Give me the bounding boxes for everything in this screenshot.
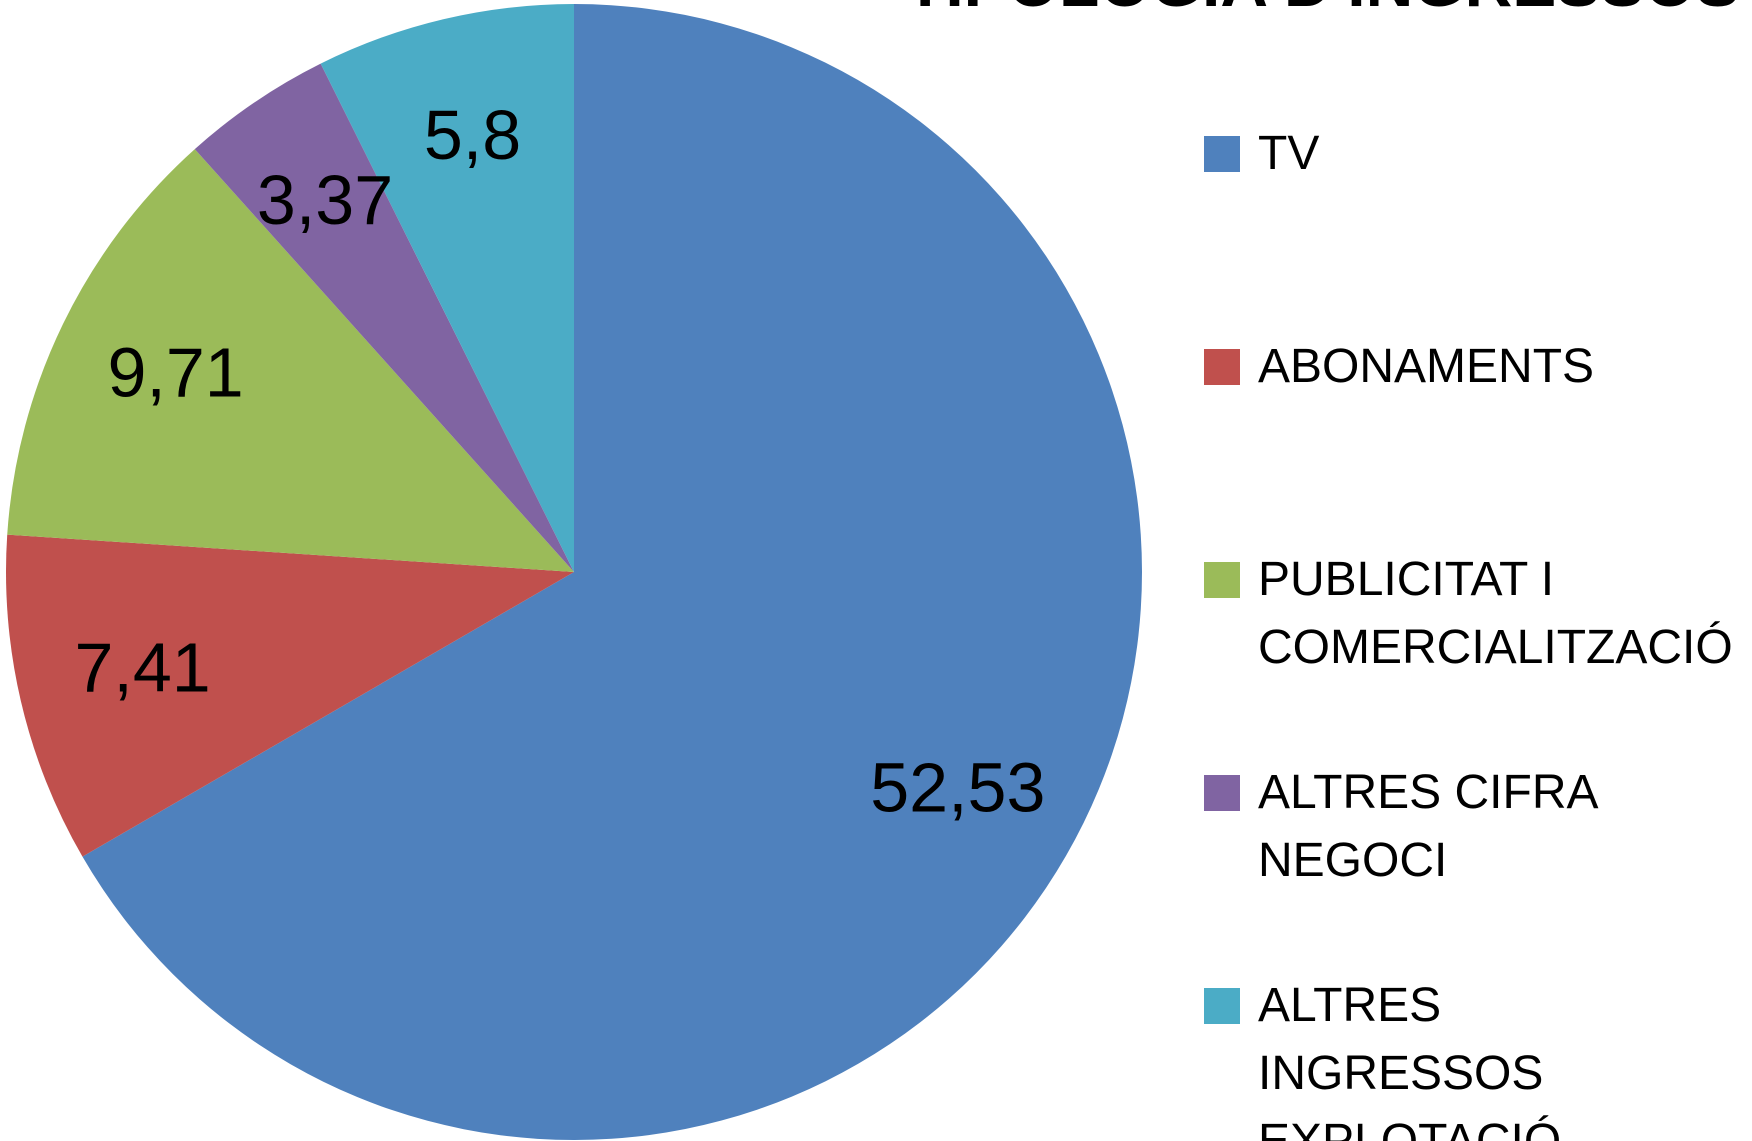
data-label: 9,71 bbox=[107, 334, 243, 412]
legend-swatch bbox=[1204, 562, 1240, 598]
data-label: 5,8 bbox=[424, 96, 521, 174]
legend-swatch bbox=[1204, 775, 1240, 811]
pie-slice bbox=[7, 149, 574, 572]
legend-label: PUBLICITAT I COMERCIALITZACIÓ bbox=[1258, 553, 1733, 674]
chart-title: TIPOLOGIA D'INGRESSOS bbox=[905, 0, 1740, 20]
data-label: 3,37 bbox=[257, 161, 393, 239]
legend-label: TV bbox=[1258, 127, 1320, 180]
pie-slice bbox=[82, 4, 1143, 1140]
legend-label: ABONAMENTS bbox=[1258, 340, 1595, 393]
legend-swatch bbox=[1204, 136, 1240, 172]
pie-slice bbox=[320, 4, 574, 572]
legend-swatch bbox=[1204, 988, 1240, 1024]
legend-item: PUBLICITAT I COMERCIALITZACIÓ bbox=[1204, 546, 1738, 682]
data-label: 7,41 bbox=[74, 628, 210, 706]
legend-item: ABONAMENTS bbox=[1204, 333, 1738, 401]
legend-item: TV bbox=[1204, 120, 1738, 188]
data-label: 52,53 bbox=[870, 749, 1045, 827]
legend-item: ALTRES CIFRA NEGOCI bbox=[1204, 759, 1738, 895]
legend-item: ALTRES INGRESSOS EXPLOTACIÓ bbox=[1204, 972, 1738, 1141]
legend-label: ALTRES INGRESSOS EXPLOTACIÓ bbox=[1258, 979, 1561, 1141]
pie-slice bbox=[5, 534, 574, 857]
legend-swatch bbox=[1204, 349, 1240, 385]
legend-label: ALTRES CIFRA NEGOCI bbox=[1258, 766, 1596, 887]
pie-slice bbox=[194, 63, 574, 572]
